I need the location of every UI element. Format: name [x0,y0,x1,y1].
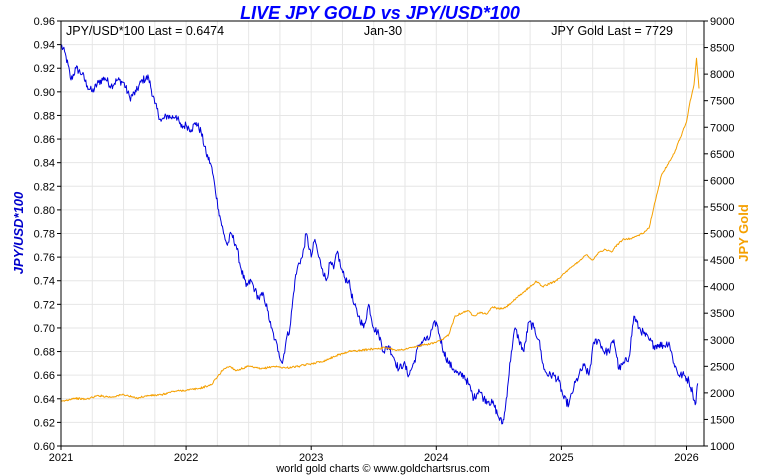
right-tick-label: 1500 [710,414,734,426]
left-axis-label: JPY/USD*100 [11,191,26,274]
right-tick-label: 1000 [710,441,734,453]
header-left-label: JPY/USD*100 Last = 0.6474 [66,24,224,38]
right-tick-label: 5500 [710,202,734,214]
right-tick-label: 8000 [710,69,734,81]
header-right-label: JPY Gold Last = 7729 [551,24,673,38]
left-tick-label: 0.70 [34,323,55,335]
right-tick-label: 3500 [710,308,734,320]
right-tick-label: 4500 [710,255,734,267]
left-tick-label: 0.64 [34,394,55,406]
series-layer [60,44,700,425]
x-axis-ticks: 2021 2022 2023 2024 2025 2026 [49,446,699,464]
x-tick-label: 2026 [674,452,698,464]
left-tick-label: 0.78 [34,229,55,241]
left-tick-label: 0.82 [34,181,55,193]
left-tick-label: 0.62 [34,417,55,429]
right-tick-label: 7500 [710,96,734,108]
x-tick-label: 2022 [174,452,198,464]
jpy-gold-line [60,57,700,403]
left-axis-ticks: 0.60 0.62 0.64 0.66 0.68 0.70 0.72 0.74 0.76 0.78… [34,16,61,453]
left-tick-label: 0.60 [34,441,55,453]
grid [60,20,704,447]
left-tick-label: 0.80 [34,205,55,217]
left-tick-label: 0.92 [34,63,55,75]
x-tick-label: 2021 [49,452,73,464]
right-tick-label: 3000 [710,335,734,347]
right-axis-ticks: 1000 1500 2000 2500 3000 3500 4000 4500 5000 5500… [704,16,734,453]
x-tick-label: 2024 [424,452,448,464]
left-tick-label: 0.94 [34,40,55,52]
right-tick-label: 2000 [710,388,734,400]
right-tick-label: 6500 [710,149,734,161]
chart-title: LIVE JPY GOLD vs JPY/USD*100 [240,3,520,23]
right-tick-label: 9000 [710,16,734,28]
jpy-usd-line [60,44,699,425]
left-tick-label: 0.84 [34,158,55,170]
right-tick-label: 8500 [710,43,734,55]
right-tick-label: 5000 [710,229,734,241]
header-date-label: Jan-30 [364,24,402,38]
x-tick-label: 2023 [299,452,323,464]
right-tick-label: 4000 [710,282,734,294]
right-tick-label: 2500 [710,361,734,373]
right-tick-label: 6000 [710,175,734,187]
left-tick-label: 0.68 [34,347,55,359]
left-tick-label: 0.86 [34,134,55,146]
left-tick-label: 0.74 [34,276,55,288]
left-tick-label: 0.96 [34,16,55,28]
left-tick-label: 0.66 [34,370,55,382]
left-tick-label: 0.76 [34,252,55,264]
left-tick-label: 0.72 [34,299,55,311]
right-tick-label: 7000 [710,122,734,134]
x-tick-label: 2025 [549,452,573,464]
left-tick-label: 0.88 [34,110,55,122]
footer-credit: world gold charts © www.goldchartsrus.co… [275,463,490,475]
right-axis-label: JPY Gold [736,204,751,262]
left-tick-label: 0.90 [34,87,55,99]
